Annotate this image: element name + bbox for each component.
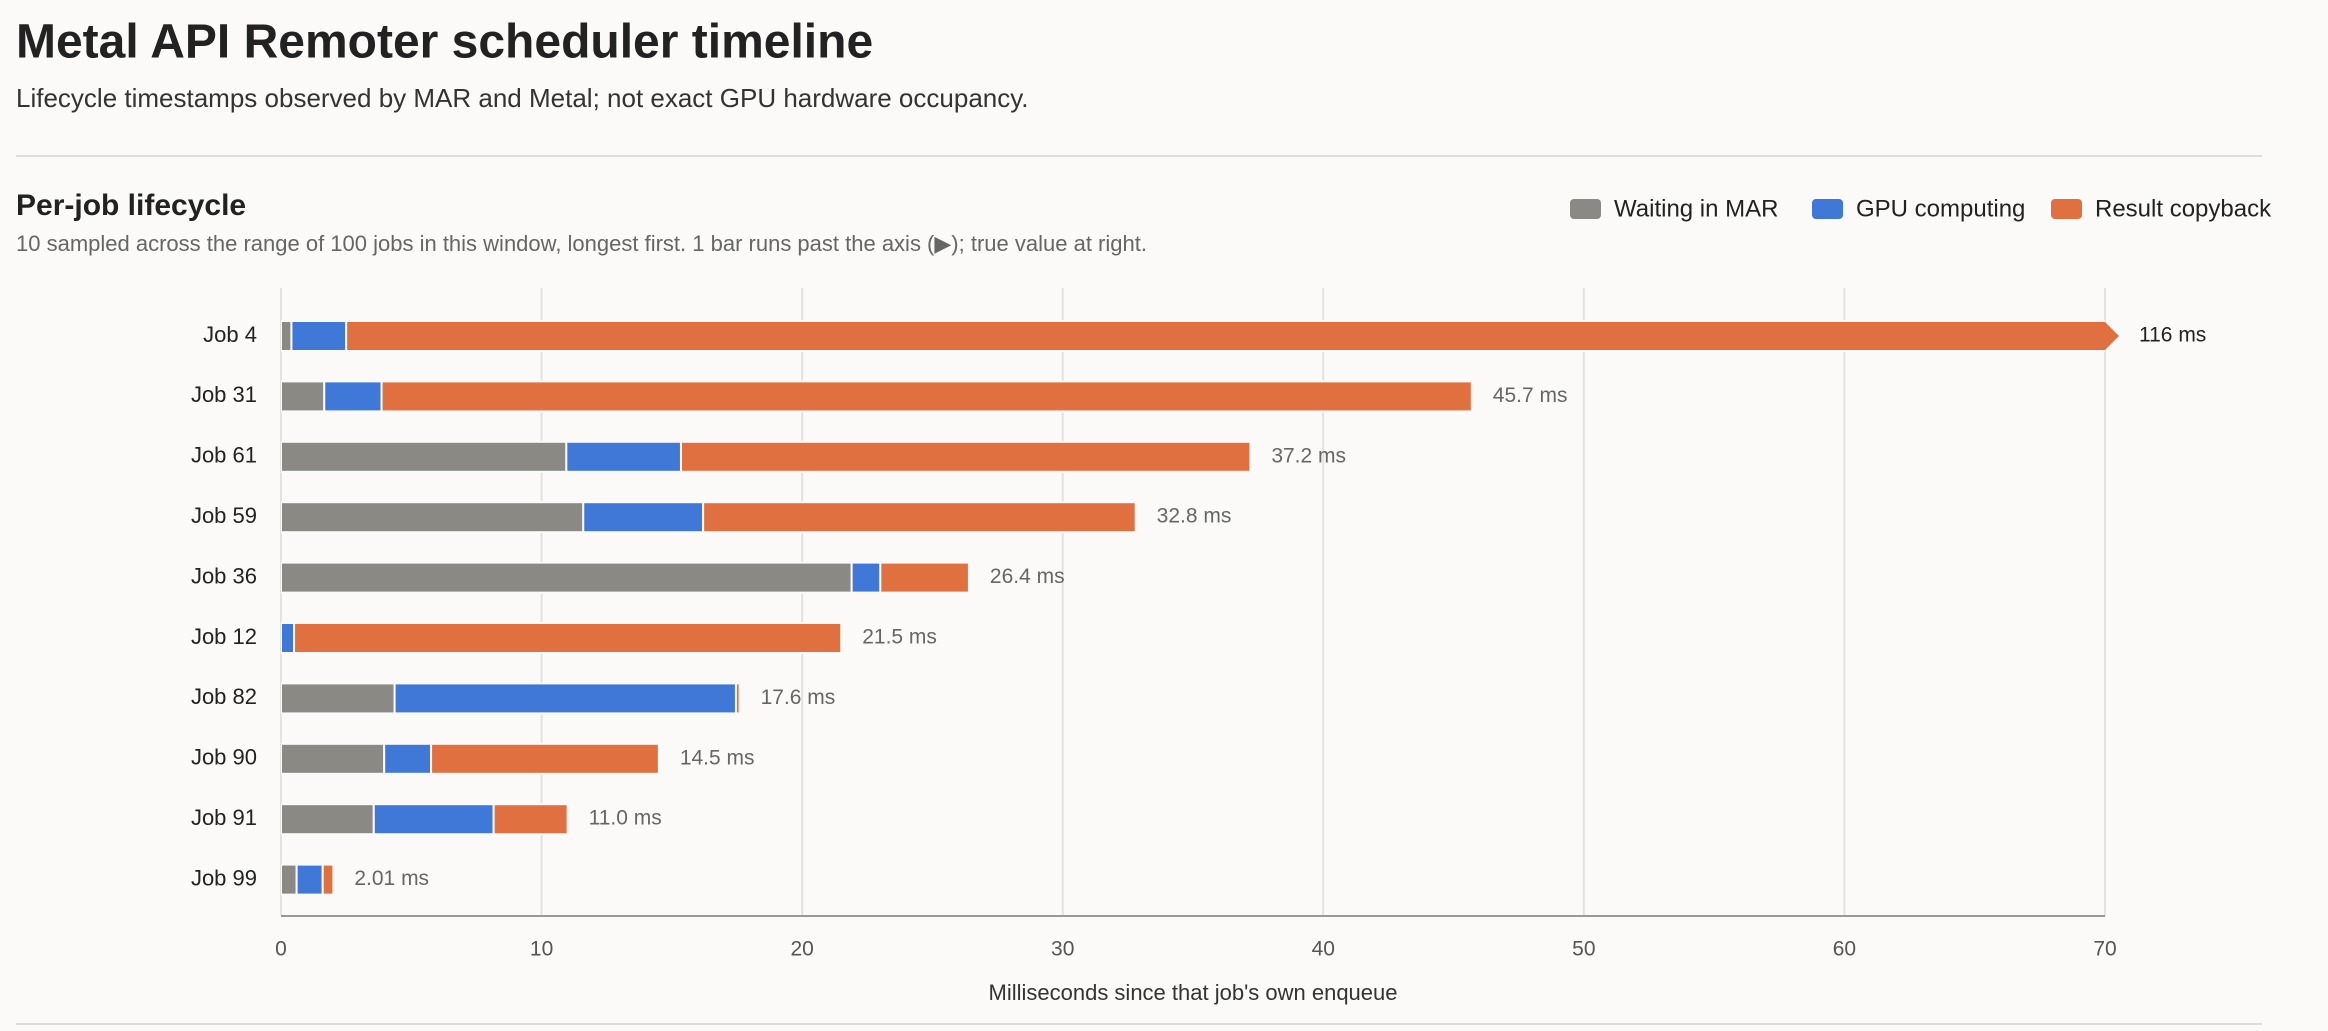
y-tick-label: Job 90 — [191, 745, 257, 770]
bar-segment — [679, 440, 1252, 473]
y-tick-label: Job 61 — [191, 443, 257, 468]
bar-segment — [295, 863, 324, 896]
page-title: Metal API Remoter scheduler timeline — [16, 16, 873, 69]
total-label: 11.0 ms — [589, 807, 662, 830]
y-tick-label: Job 31 — [191, 382, 257, 407]
total-label: 2.01 ms — [354, 867, 429, 890]
chart-subtitle: 10 sampled across the range of 100 jobs … — [16, 231, 1147, 256]
overflow-arrow — [2105, 322, 2119, 350]
bar-segment — [380, 380, 1473, 413]
x-axis-title: Milliseconds since that job's own enqueu… — [989, 980, 1398, 1005]
bar-segment — [281, 380, 326, 413]
total-label: 14.5 ms — [680, 746, 755, 769]
bar-segment — [281, 863, 298, 896]
bar-segment — [383, 742, 433, 775]
x-tick-label: 0 — [275, 938, 287, 961]
total-label: 26.4 ms — [990, 565, 1065, 588]
chart-title: Per-job lifecycle — [16, 189, 246, 222]
x-tick-label: 20 — [790, 938, 813, 961]
x-tick-label: 10 — [530, 938, 553, 961]
x-tick-label: 40 — [1312, 938, 1335, 961]
legend-swatch — [1812, 199, 1843, 219]
bar-segment — [565, 440, 682, 473]
y-tick-label: Job 91 — [191, 805, 257, 830]
bar-segment — [323, 380, 383, 413]
bar-segment — [293, 622, 843, 654]
legend-label: Waiting in MAR — [1614, 195, 1778, 222]
legend-swatch — [1570, 199, 1601, 219]
legend-label: Result copyback — [2095, 195, 2272, 222]
bar-segment — [702, 501, 1137, 534]
bar-segment — [850, 561, 882, 594]
bar-segment — [321, 863, 335, 896]
y-tick-label: Job 82 — [191, 684, 257, 709]
y-tick-label: Job 36 — [191, 563, 257, 588]
x-tick-label: 70 — [2093, 938, 2116, 961]
y-tick-label: Job 99 — [191, 865, 257, 890]
bar-segment — [281, 742, 386, 775]
y-tick-label: Job 59 — [191, 503, 257, 528]
bar-segment — [582, 501, 705, 534]
total-label: 116 ms — [2139, 324, 2206, 347]
x-tick-label: 50 — [1572, 938, 1595, 961]
bar-segment — [281, 501, 585, 534]
legend-swatch — [2051, 199, 2082, 219]
total-label: 45.7 ms — [1493, 384, 1568, 407]
bar-segment — [281, 682, 396, 715]
x-tick-label: 30 — [1051, 938, 1074, 961]
bar-segment — [345, 320, 2105, 352]
bar-segment — [290, 320, 348, 352]
total-label: 21.5 ms — [862, 626, 937, 649]
bar-segment — [281, 440, 568, 473]
total-label: 32.8 ms — [1157, 505, 1232, 528]
y-tick-label: Job 12 — [191, 624, 257, 649]
x-tick-label: 60 — [1833, 938, 1856, 961]
bar-segment — [879, 561, 970, 594]
page-subtitle: Lifecycle timestamps observed by MAR and… — [16, 83, 1029, 113]
bar-segment — [281, 622, 296, 654]
bar-segment — [734, 682, 741, 715]
y-tick-label: Job 4 — [203, 322, 257, 347]
legend-label: GPU computing — [1856, 195, 2025, 222]
total-label: 37.2 ms — [1271, 444, 1346, 467]
bar-segment — [281, 320, 293, 352]
total-label: 17.6 ms — [761, 686, 836, 709]
bars — [281, 320, 2105, 896]
bar-segment — [372, 803, 495, 836]
bar-segment — [430, 742, 660, 775]
bar-segment — [492, 803, 569, 836]
bar-segment — [393, 682, 737, 715]
bar-segment — [281, 561, 853, 594]
bar-segment — [281, 803, 375, 836]
